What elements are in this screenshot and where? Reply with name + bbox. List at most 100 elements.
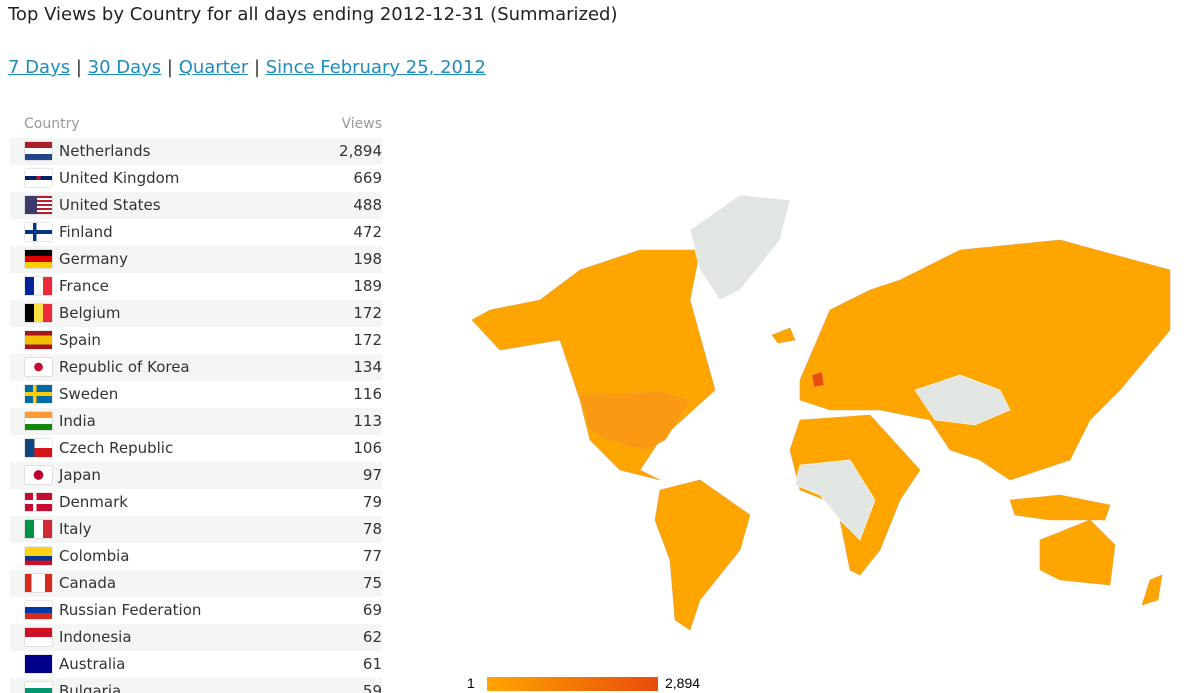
flag-icon xyxy=(25,412,52,430)
country-name: Spain xyxy=(59,331,101,349)
flag-icon xyxy=(25,331,52,349)
country-name: Denmark xyxy=(59,493,128,511)
australia xyxy=(1039,519,1116,586)
country-name: Sweden xyxy=(59,385,119,403)
view-count: 198 xyxy=(353,250,382,268)
flag-icon xyxy=(25,169,52,187)
table-row: Germany 198 xyxy=(10,246,382,273)
period-link[interactable]: Since February 25, 2012 xyxy=(265,57,486,78)
legend-scale xyxy=(487,677,658,691)
table-row: Canada 75 xyxy=(10,570,382,597)
country-name: Russian Federation xyxy=(59,601,202,619)
table-row: Colombia 77 xyxy=(10,543,382,570)
table-row: Netherlands 2,894 xyxy=(10,138,382,165)
country-name: Republic of Korea xyxy=(59,358,190,376)
eurasia xyxy=(799,239,1171,481)
flag-icon xyxy=(25,250,52,268)
country-name: Belgium xyxy=(59,304,121,322)
flag-icon xyxy=(25,304,52,322)
separator: | xyxy=(248,57,266,78)
country-name: Italy xyxy=(59,520,92,538)
country-name: United States xyxy=(59,196,161,214)
table-row: Republic of Korea 134 xyxy=(10,354,382,381)
flag-icon xyxy=(25,385,52,403)
period-link[interactable]: Quarter xyxy=(178,57,249,78)
flag-icon xyxy=(25,493,52,511)
country-name: Netherlands xyxy=(59,142,151,160)
view-count: 97 xyxy=(362,466,382,484)
view-count: 172 xyxy=(353,304,382,322)
africa xyxy=(789,414,921,576)
flag-icon xyxy=(25,655,52,673)
view-count: 61 xyxy=(362,655,382,673)
view-count: 69 xyxy=(362,601,382,619)
flag-icon xyxy=(25,601,52,619)
period-links: 7 Days | 30 Days | Quarter | Since Febru… xyxy=(8,57,486,78)
flag-icon xyxy=(25,520,52,538)
legend-max: 2,894 xyxy=(665,675,701,691)
country-name: Japan xyxy=(59,466,101,484)
flag-icon xyxy=(25,196,52,214)
flag-icon xyxy=(25,466,52,484)
view-count: 75 xyxy=(362,574,382,592)
view-count: 78 xyxy=(362,520,382,538)
flag-icon xyxy=(25,277,52,295)
country-name: Czech Republic xyxy=(59,439,174,457)
table-row: Sweden 116 xyxy=(10,381,382,408)
country-name: India xyxy=(59,412,96,430)
view-count: 172 xyxy=(353,331,382,349)
view-count: 189 xyxy=(353,277,382,295)
table-row: Japan 97 xyxy=(10,462,382,489)
view-count: 113 xyxy=(353,412,382,430)
period-link[interactable]: 7 Days xyxy=(8,57,71,78)
view-count: 59 xyxy=(362,682,382,693)
usa xyxy=(579,391,691,451)
legend-min: 1 xyxy=(467,675,475,691)
table-row: Bulgaria 59 xyxy=(10,678,382,693)
table-row: Belgium 172 xyxy=(10,300,382,327)
flag-icon xyxy=(25,439,52,457)
country-table: Country Views Netherlands 2,894 United Kin… xyxy=(10,112,382,693)
table-row: Indonesia 62 xyxy=(10,624,382,651)
page-title: Top Views by Country for all days ending… xyxy=(8,4,618,25)
separator: | xyxy=(161,57,179,78)
country-name: Indonesia xyxy=(59,628,132,646)
table-row: Denmark 79 xyxy=(10,489,382,516)
flag-icon xyxy=(25,574,52,592)
table-row: Australia 61 xyxy=(10,651,382,678)
view-count: 79 xyxy=(362,493,382,511)
new-zealand xyxy=(1141,574,1163,606)
country-name: United Kingdom xyxy=(59,169,180,187)
column-header: Country xyxy=(24,116,80,132)
table-row: Russian Federation 69 xyxy=(10,597,382,624)
table-row: United Kingdom 669 xyxy=(10,165,382,192)
greenland xyxy=(689,194,791,301)
legend: 1 2,894 xyxy=(467,675,700,691)
table-row: United States 488 xyxy=(10,192,382,219)
table-row: France 189 xyxy=(10,273,382,300)
country-name: Colombia xyxy=(59,547,130,565)
view-count: 116 xyxy=(353,385,382,403)
country-name: Germany xyxy=(59,250,128,268)
flag-icon xyxy=(25,682,52,693)
flag-icon xyxy=(25,142,52,160)
view-count: 669 xyxy=(353,169,382,187)
country-name: Bulgaria xyxy=(59,682,122,693)
table-row: India 113 xyxy=(10,408,382,435)
country-name: Finland xyxy=(59,223,113,241)
view-count: 134 xyxy=(353,358,382,376)
column-header: Views xyxy=(341,116,382,132)
view-count: 2,894 xyxy=(339,142,382,160)
view-count: 106 xyxy=(353,439,382,457)
country-name: Canada xyxy=(59,574,117,592)
north-america xyxy=(471,249,716,481)
table-row: Italy 78 xyxy=(10,516,382,543)
period-link[interactable]: 30 Days xyxy=(87,57,162,78)
table-row: Czech Republic 106 xyxy=(10,435,382,462)
table-row: Spain 172 xyxy=(10,327,382,354)
south-america xyxy=(654,479,751,631)
view-count: 488 xyxy=(353,196,382,214)
flag-icon xyxy=(25,628,52,646)
central-africa xyxy=(794,459,876,541)
